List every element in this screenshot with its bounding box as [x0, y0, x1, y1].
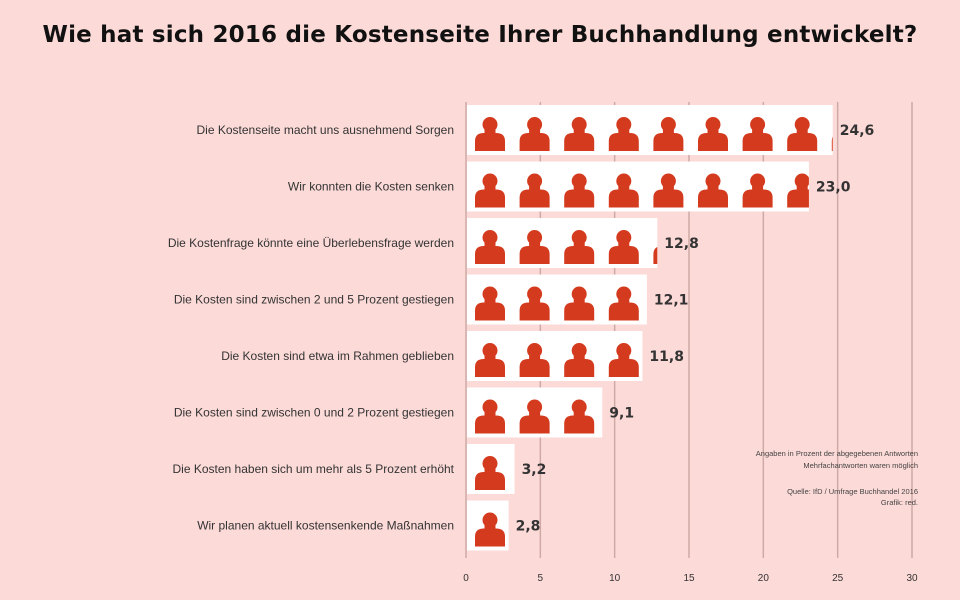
x-tick-label: 30	[906, 573, 918, 584]
category-label: Die Kosten sind zwischen 2 und 5 Prozent…	[174, 293, 454, 307]
category-label: Die Kosten sind zwischen 0 und 2 Prozent…	[174, 406, 454, 420]
value-label: 24,6	[840, 123, 875, 139]
chart-note: Quelle: IfD / Umfrage Buchhandel 2016	[787, 487, 918, 496]
chart-note: Mehrfachantworten waren möglich	[803, 461, 918, 470]
x-tick-label: 25	[832, 573, 844, 584]
value-label: 12,8	[664, 236, 699, 252]
category-label: Die Kosten haben sich um mehr als 5 Proz…	[173, 462, 455, 476]
x-tick-label: 20	[758, 573, 770, 584]
value-label: 9,1	[609, 406, 634, 422]
category-label: Wir konnten die Kosten senken	[288, 180, 454, 194]
x-tick-label: 10	[609, 573, 621, 584]
category-label: Die Kostenseite macht uns ausnehmend Sor…	[197, 123, 455, 137]
x-tick-label: 0	[463, 573, 469, 584]
category-label: Die Kostenfrage könnte eine Überlebensfr…	[168, 236, 454, 250]
chart-note: Angaben in Prozent der abgegebenen Antwo…	[756, 449, 918, 458]
value-label: 2,8	[516, 519, 541, 535]
value-label: 3,2	[522, 462, 547, 478]
category-label: Die Kosten sind etwa im Rahmen geblieben	[221, 349, 454, 363]
x-tick-label: 15	[683, 573, 695, 584]
person-icon-group	[475, 117, 833, 151]
x-tick-label: 5	[538, 573, 544, 584]
chart-note: Grafik: red.	[881, 498, 918, 507]
value-label: 23,0	[816, 180, 851, 196]
category-label: Wir planen aktuell kostensenkende Maßnah…	[197, 519, 454, 533]
value-label: 12,1	[654, 293, 689, 309]
chart-title: Wie hat sich 2016 die Kostenseite Ihrer …	[42, 22, 918, 48]
value-label: 11,8	[649, 349, 684, 365]
